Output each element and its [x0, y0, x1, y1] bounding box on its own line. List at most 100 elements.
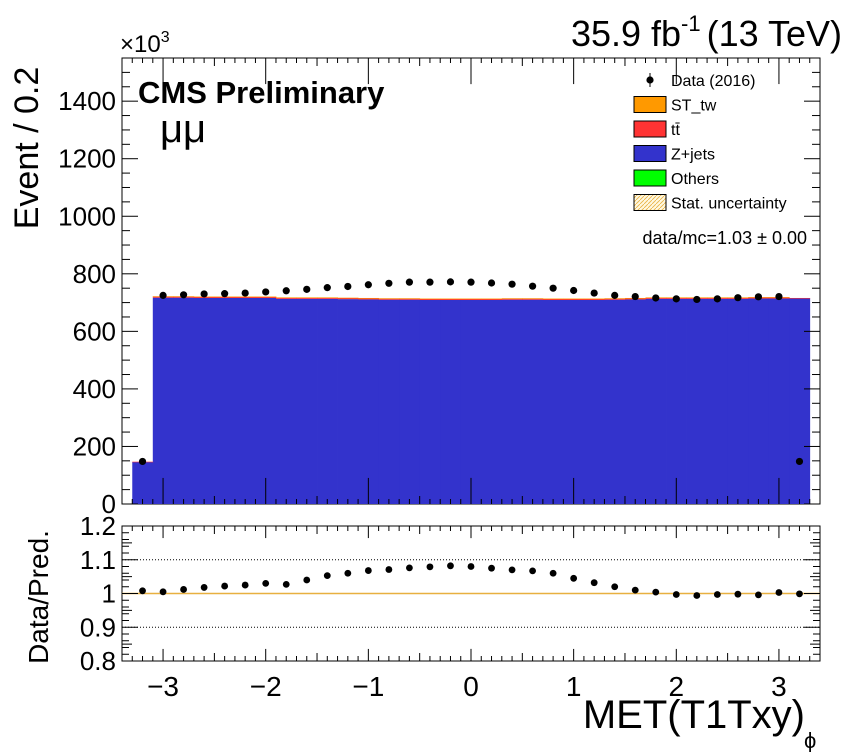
hist-bar-zjets: [358, 299, 380, 504]
hist-bar-sttw: [317, 297, 338, 299]
data-point: [590, 289, 598, 297]
y-tick-label: 0: [102, 489, 116, 519]
y-tick-label: 400: [73, 374, 116, 404]
luminosity-label: 35.9 fb-1 (13 TeV): [571, 11, 842, 54]
hist-bar-zjets: [275, 298, 297, 504]
hist-bar-zjets: [583, 299, 605, 504]
data-point: [549, 284, 557, 292]
hist-bar-zjets: [399, 299, 421, 504]
data-point: [528, 282, 537, 290]
data-point: [426, 278, 434, 286]
hist-bar-zjets: [173, 297, 195, 504]
hist-bar-zjets: [378, 299, 400, 504]
hist-bar-zjets: [522, 299, 544, 504]
ratio-point: [713, 591, 721, 598]
ratio-point: [159, 588, 167, 596]
ratio-point: [139, 587, 146, 595]
ratio-point: [447, 562, 454, 570]
data-point: [323, 284, 331, 292]
ratio-point: [755, 591, 762, 599]
hist-bar-tt: [419, 298, 441, 300]
hist-bar-tt: [296, 297, 318, 299]
hist-bar-zjets: [624, 299, 646, 504]
ratio-point: [570, 574, 578, 582]
legend-label: Z+jets: [671, 147, 715, 164]
y-tick-label: 1000: [58, 201, 116, 231]
data-point: [344, 282, 352, 291]
y-tick-label: 1200: [58, 144, 116, 174]
ratio-point: [693, 592, 701, 599]
cms-preliminary-label: CMS Preliminary: [138, 75, 385, 110]
legend-swatch: [633, 145, 667, 162]
hist-bar-zjets: [440, 299, 462, 504]
ratio-point: [282, 580, 290, 588]
hist-bar-tt: [460, 298, 482, 300]
hist-bar-tt: [789, 297, 811, 299]
hist-bar-sttw: [481, 298, 503, 300]
hist-bar-zjets: [727, 298, 749, 504]
hist-bar-tt: [522, 298, 544, 300]
hist-bar-tt: [275, 297, 297, 299]
data-point: [241, 289, 249, 297]
data-points: [138, 278, 804, 466]
data-point: [734, 294, 742, 302]
hist-bar-zjets: [317, 298, 338, 504]
hist-bar-zjets: [132, 461, 154, 504]
hist-bar-sttw: [542, 298, 564, 300]
hist-bar-sttw: [296, 297, 318, 299]
data-point: [487, 279, 496, 287]
ratio-y-tick-label: 1.2: [80, 511, 116, 541]
legend-label: Others: [671, 171, 719, 188]
x-tick-label: 1: [566, 671, 582, 702]
hist-bar-tt: [378, 298, 400, 300]
ratio-point: [672, 591, 680, 598]
top-x-axis: [121, 58, 821, 504]
ratio-point: [775, 589, 783, 596]
ratio-point: [488, 564, 495, 572]
ratio-points: [139, 562, 803, 599]
data-point: [262, 288, 270, 296]
data-point: [795, 457, 804, 466]
data-point: [364, 281, 372, 289]
hist-bar-zjets: [542, 299, 564, 504]
x-tick-label: −1: [352, 671, 384, 702]
hist-bar-sttw: [460, 298, 482, 300]
ratio-point: [364, 567, 372, 574]
data-point: [775, 292, 783, 301]
hist-bar-sttw: [440, 298, 462, 300]
hist-bar-sttw: [419, 298, 441, 300]
legend-label: ST_tw: [671, 98, 717, 115]
data-point: [303, 285, 311, 293]
data-point: [508, 280, 516, 288]
top-y-axis: 0 200 400 600 800 1000 1200 1400: [58, 57, 820, 519]
hist-bar-sttw: [501, 298, 523, 299]
legend-swatch: [633, 169, 667, 187]
hist-bar-zjets: [214, 297, 236, 504]
hist-bar-tt: [583, 298, 605, 300]
hist-bar-zjets: [645, 298, 667, 504]
ratio-point: [221, 582, 229, 590]
ratio-y-axis: 0.8 0.91 1.1 1.2: [80, 511, 820, 676]
ratio-point: [303, 576, 311, 584]
ratio-y-tick-label: 0.8: [80, 646, 116, 676]
ratio-point: [344, 569, 352, 577]
hist-bar-zjets: [296, 298, 318, 504]
x-axis-title-subscript: ϕ: [804, 728, 816, 752]
hist-bar-sttw: [255, 296, 277, 298]
data-point: [138, 457, 147, 466]
data-point: [282, 287, 290, 295]
hist-bar-zjets: [563, 299, 585, 504]
hist-bar-tt: [399, 298, 421, 300]
data-point: [221, 290, 229, 298]
data-point: [652, 294, 660, 302]
legend-swatch: [633, 96, 667, 113]
ratio-point: [611, 583, 619, 591]
hist-bar-zjets: [419, 299, 441, 504]
hist-bar-zjets: [768, 298, 790, 504]
x-axis-title: MET(T1Txy): [583, 693, 805, 737]
hist-bar-tt: [542, 298, 564, 300]
hist-bar-tt: [481, 298, 503, 300]
legend-label: Data (2016): [671, 73, 756, 90]
ratio-point: [262, 579, 270, 587]
